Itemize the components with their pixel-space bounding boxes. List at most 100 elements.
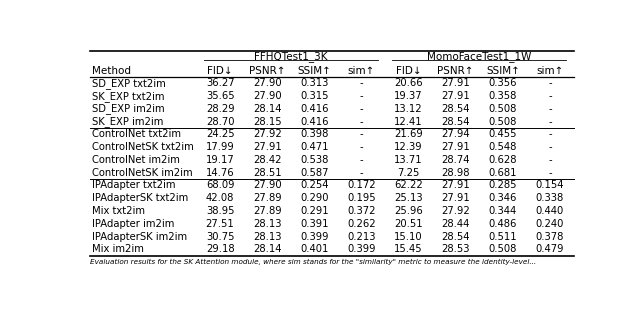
Text: 38.95: 38.95 (206, 206, 234, 216)
Text: FFHQTest1_3K: FFHQTest1_3K (254, 51, 328, 62)
Text: -: - (548, 142, 552, 152)
Text: 0.372: 0.372 (348, 206, 376, 216)
Text: 0.344: 0.344 (489, 206, 517, 216)
Text: -: - (548, 129, 552, 139)
Text: IPAdapterSK txt2im: IPAdapterSK txt2im (92, 193, 189, 203)
Text: 0.416: 0.416 (300, 104, 328, 114)
Text: 0.313: 0.313 (300, 78, 328, 88)
Text: 28.44: 28.44 (442, 219, 470, 229)
Text: 0.346: 0.346 (489, 193, 517, 203)
Text: 28.98: 28.98 (442, 168, 470, 178)
Text: -: - (360, 104, 364, 114)
Text: sim↑: sim↑ (348, 65, 375, 75)
Text: ControlNetSK txt2im: ControlNetSK txt2im (92, 142, 194, 152)
Text: 12.41: 12.41 (394, 117, 423, 127)
Text: 28.13: 28.13 (253, 232, 282, 241)
Text: 27.91: 27.91 (442, 180, 470, 191)
Text: -: - (548, 117, 552, 127)
Text: -: - (548, 91, 552, 101)
Text: 0.479: 0.479 (536, 244, 564, 254)
Text: SSIM↑: SSIM↑ (486, 65, 520, 75)
Text: 28.42: 28.42 (253, 155, 282, 165)
Text: 0.587: 0.587 (300, 168, 328, 178)
Text: 0.548: 0.548 (489, 142, 517, 152)
Text: -: - (548, 78, 552, 88)
Text: 27.91: 27.91 (442, 78, 470, 88)
Text: 28.14: 28.14 (253, 104, 282, 114)
Text: 28.74: 28.74 (442, 155, 470, 165)
Text: -: - (360, 129, 364, 139)
Text: 13.12: 13.12 (394, 104, 423, 114)
Text: 0.356: 0.356 (488, 78, 517, 88)
Text: 21.69: 21.69 (394, 129, 423, 139)
Text: 27.91: 27.91 (253, 142, 282, 152)
Text: 13.71: 13.71 (394, 155, 423, 165)
Text: 20.51: 20.51 (394, 219, 423, 229)
Text: 0.262: 0.262 (347, 219, 376, 229)
Text: 27.90: 27.90 (253, 78, 282, 88)
Text: 0.315: 0.315 (300, 91, 328, 101)
Text: IPAdapter txt2im: IPAdapter txt2im (92, 180, 176, 191)
Text: 0.440: 0.440 (536, 206, 564, 216)
Text: 25.96: 25.96 (394, 206, 423, 216)
Text: 27.51: 27.51 (205, 219, 234, 229)
Text: ControlNetSK im2im: ControlNetSK im2im (92, 168, 193, 178)
Text: 28.14: 28.14 (253, 244, 282, 254)
Text: 0.391: 0.391 (300, 219, 328, 229)
Text: sim↑: sim↑ (536, 65, 564, 75)
Text: 27.89: 27.89 (253, 193, 282, 203)
Text: 62.22: 62.22 (394, 180, 423, 191)
Text: 15.45: 15.45 (394, 244, 423, 254)
Text: 27.90: 27.90 (253, 91, 282, 101)
Text: 0.290: 0.290 (300, 193, 328, 203)
Text: PSNR↑: PSNR↑ (249, 65, 285, 75)
Text: Method: Method (92, 65, 131, 75)
Text: 0.398: 0.398 (300, 129, 328, 139)
Text: 27.91: 27.91 (442, 91, 470, 101)
Text: 0.172: 0.172 (347, 180, 376, 191)
Text: -: - (360, 78, 364, 88)
Text: ControlNet txt2im: ControlNet txt2im (92, 129, 181, 139)
Text: 28.53: 28.53 (442, 244, 470, 254)
Text: 30.75: 30.75 (206, 232, 234, 241)
Text: SD_EXP im2im: SD_EXP im2im (92, 103, 165, 114)
Text: 0.508: 0.508 (489, 117, 517, 127)
Text: MomoFaceTest1_1W: MomoFaceTest1_1W (427, 51, 531, 62)
Text: 0.401: 0.401 (300, 244, 328, 254)
Text: 0.254: 0.254 (300, 180, 328, 191)
Text: 0.154: 0.154 (536, 180, 564, 191)
Text: 35.65: 35.65 (206, 91, 234, 101)
Text: 28.54: 28.54 (442, 232, 470, 241)
Text: 27.91: 27.91 (442, 142, 470, 152)
Text: 28.54: 28.54 (442, 117, 470, 127)
Text: 7.25: 7.25 (397, 168, 420, 178)
Text: IPAdapter im2im: IPAdapter im2im (92, 219, 175, 229)
Text: 19.17: 19.17 (205, 155, 234, 165)
Text: SSIM↑: SSIM↑ (298, 65, 332, 75)
Text: 0.486: 0.486 (489, 219, 517, 229)
Text: -: - (548, 155, 552, 165)
Text: -: - (360, 91, 364, 101)
Text: 0.628: 0.628 (488, 155, 517, 165)
Text: Evaluation results for the SK Attention module, where sim stands for the "simila: Evaluation results for the SK Attention … (90, 259, 536, 265)
Text: -: - (360, 142, 364, 152)
Text: SK_EXP txt2im: SK_EXP txt2im (92, 91, 165, 101)
Text: 0.338: 0.338 (536, 193, 564, 203)
Text: 27.91: 27.91 (442, 193, 470, 203)
Text: -: - (548, 104, 552, 114)
Text: 0.508: 0.508 (489, 244, 517, 254)
Text: 20.66: 20.66 (394, 78, 423, 88)
Text: 28.15: 28.15 (253, 117, 282, 127)
Text: FID↓: FID↓ (207, 65, 233, 75)
Text: 27.94: 27.94 (442, 129, 470, 139)
Text: 27.89: 27.89 (253, 206, 282, 216)
Text: 36.27: 36.27 (206, 78, 234, 88)
Text: IPAdapterSK im2im: IPAdapterSK im2im (92, 232, 188, 241)
Text: 28.13: 28.13 (253, 219, 282, 229)
Text: 28.70: 28.70 (206, 117, 234, 127)
Text: 0.399: 0.399 (348, 244, 376, 254)
Text: 25.13: 25.13 (394, 193, 423, 203)
Text: 15.10: 15.10 (394, 232, 423, 241)
Text: 68.09: 68.09 (206, 180, 234, 191)
Text: 19.37: 19.37 (394, 91, 423, 101)
